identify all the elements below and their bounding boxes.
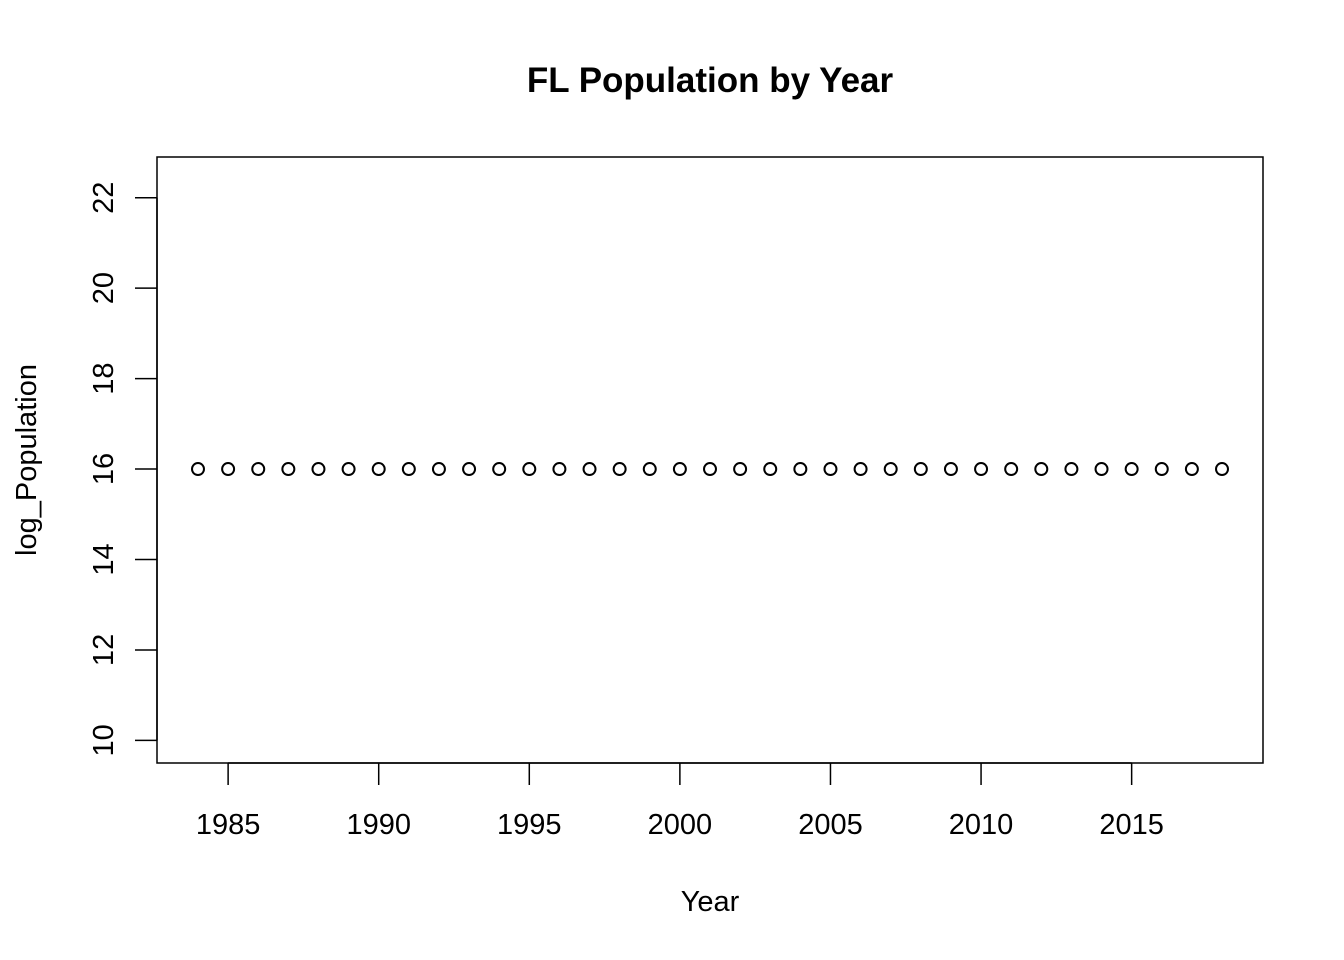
data-point: [733, 462, 748, 477]
data-point: [823, 462, 838, 477]
y-tick-label: 12: [88, 634, 120, 666]
data-point: [943, 462, 958, 477]
x-tick-label: 2010: [949, 809, 1014, 841]
data-point: [462, 462, 477, 477]
y-tick-label: 14: [88, 543, 120, 575]
data-point: [431, 462, 446, 477]
x-tick-label: 1995: [497, 809, 562, 841]
data-point: [341, 462, 356, 477]
x-tick-label: 1990: [346, 809, 411, 841]
data-point: [371, 462, 386, 477]
data-point: [913, 462, 928, 477]
x-tick-label: 2000: [648, 809, 713, 841]
data-point: [1184, 462, 1199, 477]
x-axis: 1985 1990 1995 2000 2005 2010 2015: [196, 762, 1164, 841]
y-tick-label: 18: [88, 362, 120, 394]
y-axis: 10 12 14 16 18 20 22: [88, 182, 158, 757]
data-point: [793, 462, 808, 477]
data-point: [1034, 462, 1049, 477]
data-points: [191, 462, 1229, 477]
y-tick-label: 10: [88, 724, 120, 756]
data-point: [492, 462, 507, 477]
y-tick-label: 20: [88, 272, 120, 304]
data-point: [1154, 462, 1169, 477]
data-point: [642, 462, 657, 477]
data-point: [703, 462, 717, 477]
y-tick-label: 22: [88, 182, 120, 214]
data-point: [582, 462, 597, 477]
data-point: [221, 462, 236, 477]
data-point: [672, 462, 687, 477]
data-point: [191, 462, 205, 477]
y-axis-label: log_Population: [11, 364, 43, 556]
data-point: [763, 462, 778, 477]
data-point: [883, 462, 898, 477]
x-tick-label: 2005: [798, 809, 863, 841]
x-axis-label: Year: [681, 886, 740, 918]
chart-title: FL Population by Year: [527, 61, 894, 100]
data-point: [401, 462, 416, 477]
data-point: [853, 462, 868, 477]
data-point: [974, 462, 989, 477]
y-tick-label: 16: [88, 453, 120, 485]
data-point: [311, 462, 326, 477]
data-point: [1094, 462, 1109, 477]
data-point: [522, 462, 537, 477]
data-point: [1215, 462, 1229, 477]
data-point: [1064, 462, 1079, 477]
data-point: [1004, 462, 1019, 477]
data-point: [552, 462, 567, 477]
data-point: [1124, 462, 1139, 477]
data-point: [281, 462, 296, 477]
x-tick-label: 1985: [196, 809, 261, 841]
x-tick-label: 2015: [1099, 809, 1164, 841]
data-point: [612, 462, 627, 477]
data-point: [251, 462, 266, 477]
